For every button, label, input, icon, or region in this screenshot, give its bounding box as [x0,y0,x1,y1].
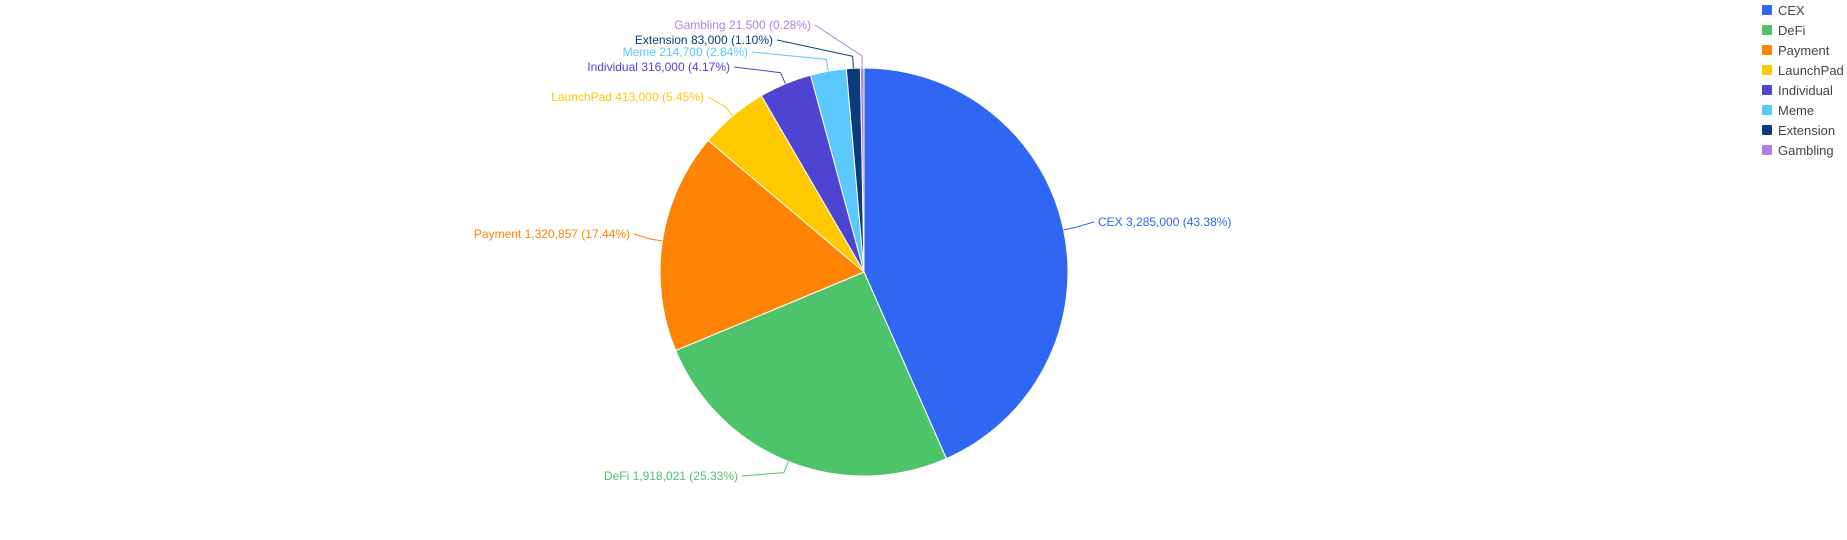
legend-item-gambling[interactable]: Gambling [1762,143,1834,158]
leader-line-individual [733,66,786,84]
pie-slices [659,67,1069,477]
slice-label-individual: Individual 316,000 (4.17%) [587,60,730,74]
leader-line-payment [633,233,663,242]
legend-swatch-launchpad [1762,65,1772,75]
legend-swatch-gambling [1762,145,1772,155]
slice-label-defi: DeFi 1,918,021 (25.33%) [604,469,738,483]
legend-swatch-individual [1762,85,1772,95]
pie-slice-defi[interactable] [675,271,948,477]
legend-swatch-defi [1762,25,1772,35]
legend-label-cex: CEX [1778,3,1805,18]
leader-line-launchpad [707,96,734,117]
slice-labels: CEX 3,285,000 (43.38%) DeFi 1,918,021 (25… [474,18,1232,483]
legend-label-payment: Payment [1778,43,1830,58]
legend-item-defi[interactable]: DeFi [1762,23,1806,38]
leader-line-meme [751,51,829,72]
leader-line-defi [741,461,789,477]
legend-item-meme[interactable]: Meme [1762,103,1814,118]
slice-label-meme: Meme 214,700 (2.84%) [623,45,748,59]
slice-label-gambling: Gambling 21,500 (0.28%) [674,18,811,32]
slice-label-payment: Payment 1,320,857 (17.44%) [474,227,630,241]
pie-slice-cex[interactable] [863,67,1069,460]
legend-label-defi: DeFi [1778,23,1806,38]
legend-label-gambling: Gambling [1778,143,1834,158]
legend-item-payment[interactable]: Payment [1762,43,1830,58]
legend-item-cex[interactable]: CEX [1762,3,1805,18]
slice-label-cex: CEX 3,285,000 (43.38%) [1098,215,1231,229]
legend-swatch-cex [1762,5,1772,15]
legend-item-individual[interactable]: Individual [1762,83,1833,98]
pie-slice-payment[interactable] [659,139,865,352]
legend: CEX DeFi Payment LaunchPad Individual Meme Ext… [1762,3,1844,158]
legend-item-extension[interactable]: Extension [1762,123,1835,138]
leader-line-cex [1063,221,1095,231]
legend-label-meme: Meme [1778,103,1814,118]
legend-swatch-meme [1762,105,1772,115]
legend-item-launchpad[interactable]: LaunchPad [1762,63,1844,78]
legend-label-individual: Individual [1778,83,1833,98]
leader-line-extension [776,39,854,69]
label-leader-lines [633,24,1095,477]
slice-label-launchpad: LaunchPad 413,000 (5.45%) [551,90,704,104]
legend-label-extension: Extension [1778,123,1835,138]
slice-label-extension: Extension 83,000 (1.10%) [635,33,773,47]
legend-swatch-extension [1762,125,1772,135]
legend-label-launchpad: LaunchPad [1778,63,1844,78]
leader-line-gambling [814,24,863,69]
legend-swatch-payment [1762,45,1772,55]
